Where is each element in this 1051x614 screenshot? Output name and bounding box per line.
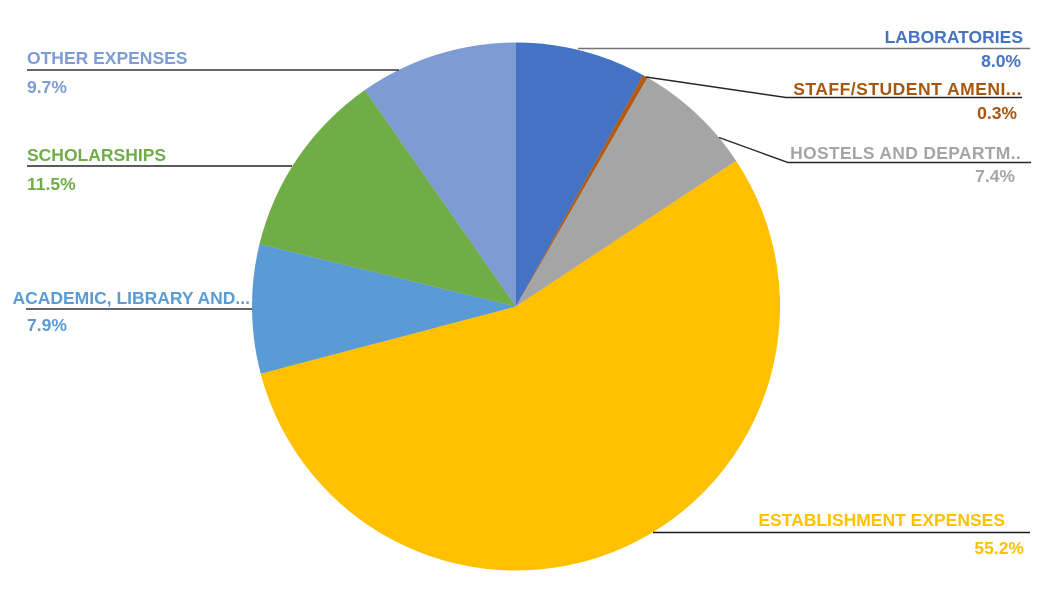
svg-text:ACADEMIC, LIBRARY AND...: ACADEMIC, LIBRARY AND... [12,288,250,308]
svg-text:ESTABLISHMENT EXPENSES: ESTABLISHMENT EXPENSES [758,510,1005,530]
svg-text:STAFF/STUDENT AMENI...: STAFF/STUDENT AMENI... [793,79,1022,99]
svg-text:SCHOLARSHIPS: SCHOLARSHIPS [27,145,166,165]
svg-text:55.2%: 55.2% [974,538,1024,558]
svg-text:11.5%: 11.5% [27,174,76,194]
svg-text:OTHER EXPENSES: OTHER EXPENSES [27,48,187,68]
svg-text:9.7%: 9.7% [27,77,67,97]
svg-text:LABORATORIES: LABORATORIES [885,27,1023,47]
svg-text:8.0%: 8.0% [981,51,1021,71]
svg-text:HOSTELS AND DEPARTM..: HOSTELS AND DEPARTM.. [790,143,1021,163]
svg-text:7.9%: 7.9% [27,315,67,335]
svg-text:0.3%: 0.3% [977,103,1017,123]
svg-text:7.4%: 7.4% [975,166,1015,186]
